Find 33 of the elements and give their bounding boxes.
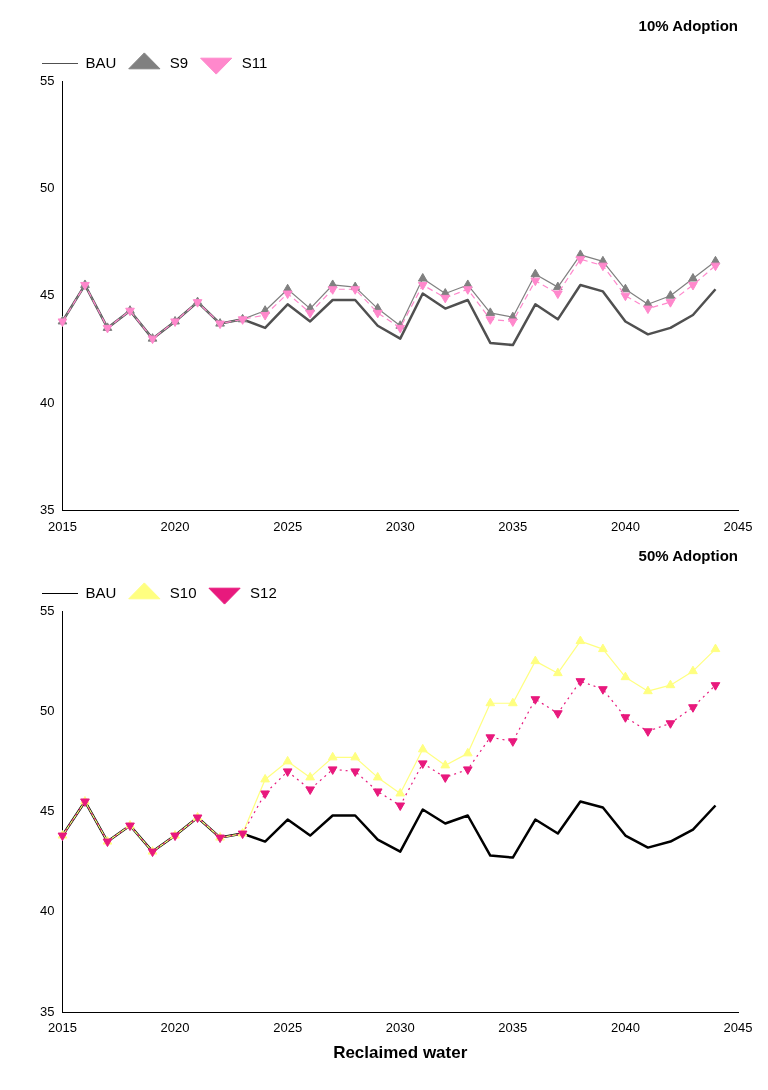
y-tick-label: 50	[39, 179, 55, 195]
legend-label: S10	[169, 583, 197, 601]
x-tick-label: 2045	[723, 1020, 753, 1036]
x-tick-label: 2045	[723, 518, 753, 534]
x-tick-label: 2040	[610, 1020, 640, 1036]
y-tick-label: 50	[39, 702, 55, 718]
legend-label: BAU	[85, 53, 117, 71]
legend-label: BAU	[85, 583, 117, 601]
x-tick-label: 2030	[385, 518, 415, 534]
x-tick-label: 2035	[498, 518, 528, 534]
chart-title: 10% Adoption	[638, 17, 738, 35]
y-tick-label: 45	[39, 287, 55, 303]
legend-label: S12	[250, 583, 277, 601]
y-tick-label: 35	[39, 501, 55, 517]
y-tick-label: 35	[39, 1003, 55, 1019]
y-tick-label: 40	[39, 903, 55, 919]
y-tick-label: 45	[39, 803, 55, 819]
x-tick-label: 2025	[273, 1020, 303, 1036]
x-tick-label: 2020	[160, 1020, 190, 1036]
x-tick-label: 2030	[385, 1020, 415, 1036]
x-tick-label: 2015	[48, 1020, 77, 1036]
x-tick-label: 2015	[48, 518, 77, 534]
x-axis-title: Reclaimed water	[333, 1043, 468, 1063]
legend-label: S11	[241, 53, 268, 71]
y-tick-label: 40	[39, 394, 55, 410]
legend-label: S9	[169, 53, 189, 71]
chart-title: 50% Adoption	[638, 547, 738, 565]
x-tick-label: 2035	[498, 1020, 528, 1036]
y-tick-label: 55	[39, 72, 55, 88]
y-tick-label: 55	[39, 602, 55, 618]
x-tick-label: 2020	[160, 518, 190, 534]
x-tick-label: 2040	[610, 518, 640, 534]
x-tick-label: 2025	[273, 518, 303, 534]
